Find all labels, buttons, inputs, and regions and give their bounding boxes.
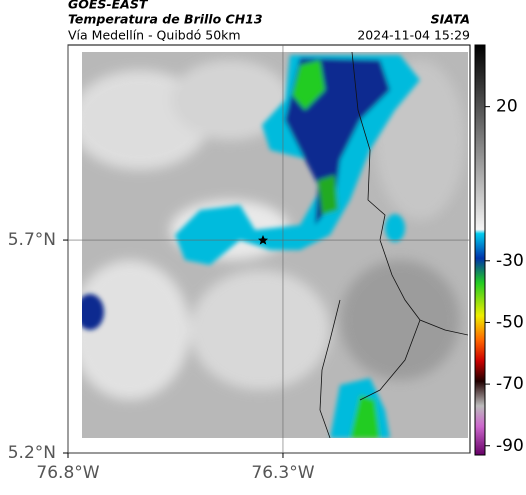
colorbar (474, 44, 486, 456)
lat-tick-label: 5.7°N (8, 230, 56, 250)
source: SIATA (431, 12, 470, 27)
lat-tick-label: 5.2°N (8, 443, 56, 463)
lon-tick-label: 76.3°W (251, 463, 314, 483)
lon-tick-label: 76.8°W (36, 463, 99, 483)
grid (67, 45, 470, 454)
colorbar-tick-label: -50 (496, 312, 524, 332)
location-marker (258, 235, 268, 245)
product: Temperatura de Brillo CH13 (68, 12, 263, 27)
satellite: GOES-EAST (68, 0, 149, 12)
colorbar-tick-label: 20 (496, 97, 518, 117)
satellite-image (82, 52, 468, 438)
colorbar-tick-label: -90 (496, 436, 524, 456)
colorbar-tick-label: -30 (496, 251, 524, 271)
timestamp: 2024-11-04 15:29 (357, 28, 470, 43)
colorbar-tick-label: -70 (496, 374, 524, 394)
region: Vía Medellín - Quibdó 50km (68, 28, 241, 43)
